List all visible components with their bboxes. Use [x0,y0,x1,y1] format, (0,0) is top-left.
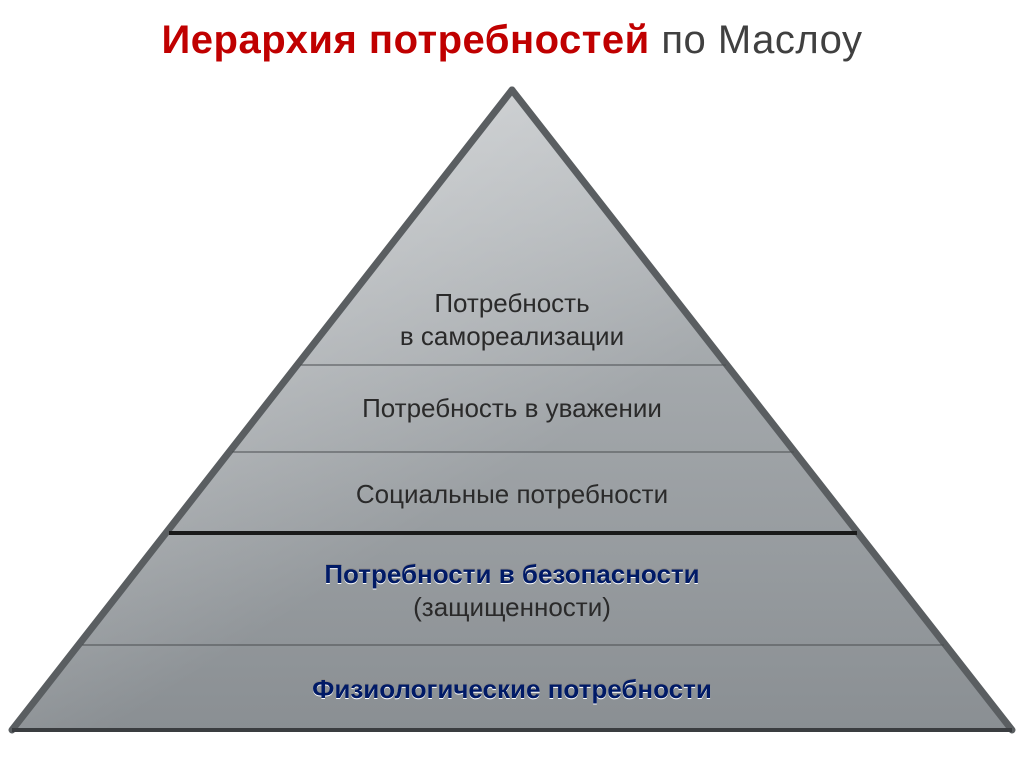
level-label-0: Потребностьв самореализации [0,287,1024,352]
level-3-line-1: (защищенности) [0,591,1024,624]
title-bold: Иерархия потребностей [162,18,650,62]
level-2-line-0: Социальные потребности [0,478,1024,511]
title-normal: по Маслоу [650,18,863,62]
level-0-line-1: в самореализации [0,320,1024,353]
level-label-4: Физиологические потребности [0,673,1024,706]
level-1-line-0: Потребность в уважении [0,392,1024,425]
pyramid-container: Потребностьв самореализацииПотребность в… [0,80,1024,767]
level-0-line-0: Потребность [0,287,1024,320]
level-label-3: Потребности в безопасности(защищенности) [0,558,1024,623]
level-label-2: Социальные потребности [0,478,1024,511]
level-label-1: Потребность в уважении [0,392,1024,425]
level-4-line-0: Физиологические потребности [0,673,1024,706]
diagram-title: Иерархия потребностей по Маслоу [0,18,1024,63]
level-3-line-0: Потребности в безопасности [0,558,1024,591]
